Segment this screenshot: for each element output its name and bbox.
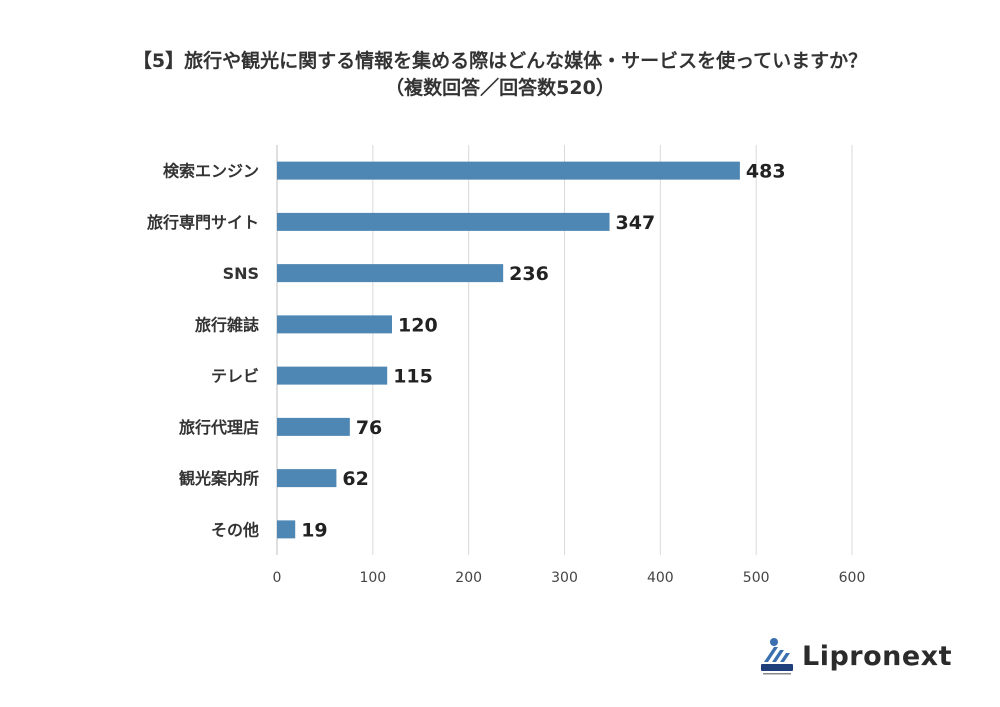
bar xyxy=(277,469,337,488)
bar xyxy=(277,161,740,180)
data-label: 236 xyxy=(509,263,549,285)
category-label: テレビ xyxy=(211,367,259,386)
chart-subtitle: （複数回答／回答数520） xyxy=(385,77,615,99)
x-tick-label: 0 xyxy=(273,570,282,586)
category-label: 検索エンジン xyxy=(163,162,259,181)
data-label: 120 xyxy=(398,314,438,336)
bar xyxy=(277,212,610,231)
x-tick-label: 100 xyxy=(359,570,386,586)
x-tick-label: 600 xyxy=(839,570,866,586)
bar xyxy=(277,520,296,539)
bar xyxy=(277,366,388,385)
bar xyxy=(277,417,350,436)
x-tick-label: 200 xyxy=(455,570,482,586)
bar xyxy=(277,264,504,283)
category-label: 旅行代理店 xyxy=(179,418,259,437)
data-label: 76 xyxy=(356,417,382,439)
x-tick-label: 400 xyxy=(647,570,674,586)
chart-title: 【5】旅行や観光に関する情報を集める際はどんな媒体・サービスを使っていますか？ xyxy=(132,50,868,72)
category-label: 旅行雑誌 xyxy=(195,315,259,334)
x-tick-label: 500 xyxy=(743,570,770,586)
company-logo: Lipronext xyxy=(760,636,952,676)
lipro-logo-icon xyxy=(761,638,793,675)
category-label: 観光案内所 xyxy=(179,469,259,488)
data-label: 347 xyxy=(616,212,656,234)
x-tick-label: 300 xyxy=(551,570,578,586)
category-label: その他 xyxy=(211,520,259,539)
bar xyxy=(277,315,392,334)
data-label: 62 xyxy=(342,468,368,490)
data-label: 115 xyxy=(393,366,433,388)
data-label: 483 xyxy=(746,161,786,183)
data-label: 19 xyxy=(301,519,327,541)
category-label: 旅行専門サイト xyxy=(147,213,259,232)
category-label: SNS xyxy=(223,264,259,283)
logo-text: Lipronext xyxy=(802,640,953,672)
